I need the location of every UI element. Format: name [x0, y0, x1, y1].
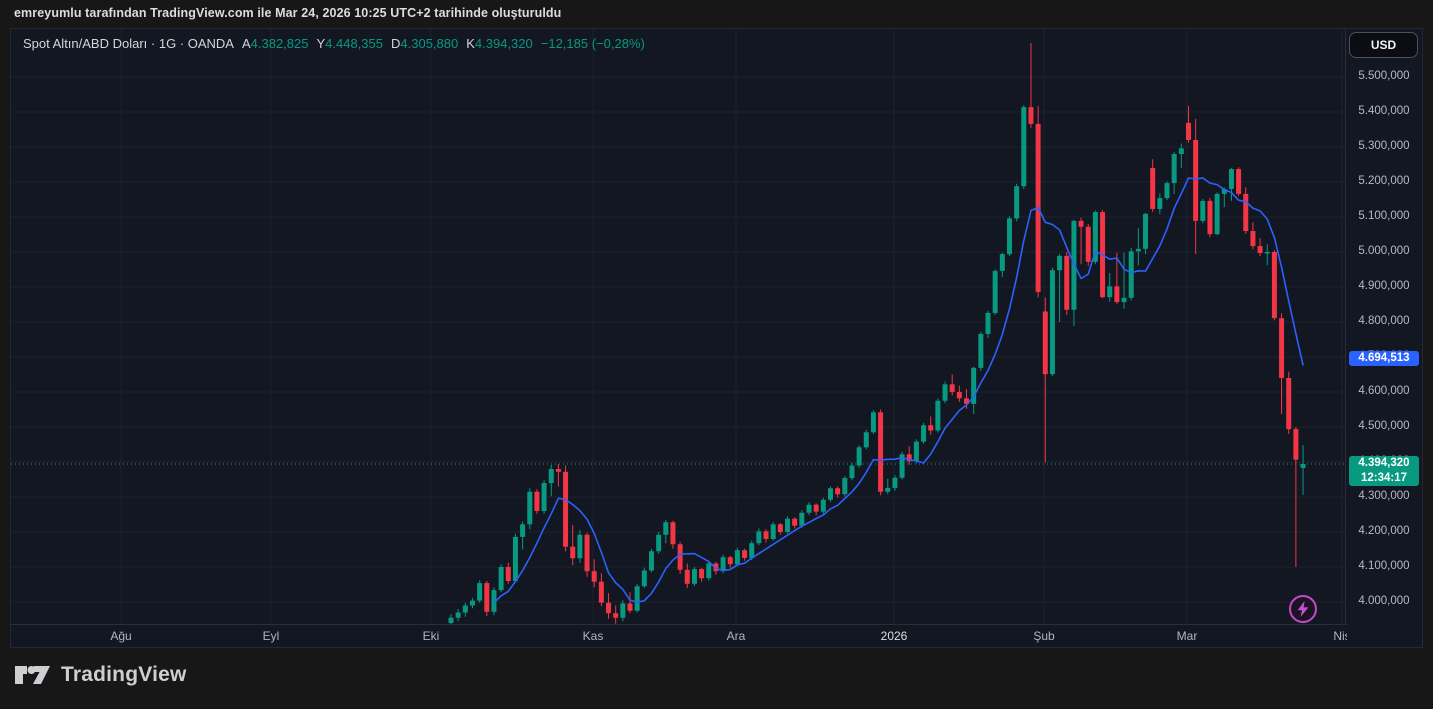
tradingview-logo-text: TradingView	[61, 663, 187, 686]
price-tick-label: 5.400,000	[1358, 105, 1410, 117]
price-tick-label: 5.000,000	[1358, 245, 1410, 257]
price-tick-label: 4.900,000	[1358, 280, 1410, 292]
price-tick-label: 4.500,000	[1358, 420, 1410, 432]
price-axis[interactable]: USD 4.694,513 4.394,320 12:34:17 5.500,0…	[1345, 29, 1422, 625]
time-tick-month: Şub	[1033, 629, 1055, 643]
ohlc-close: K4.394,320	[466, 36, 533, 51]
price-tick-label: 4.300,000	[1358, 490, 1410, 502]
price-chart[interactable]: Spot Altın/ABD Doları · 1G · OANDA A4.38…	[11, 29, 1347, 625]
price-tick-label: 4.600,000	[1358, 385, 1410, 397]
time-axis[interactable]: Ağu Eyl Eki Kas Ara 2026 Şub Mar Nis	[11, 624, 1347, 647]
price-tick-label: 5.200,000	[1358, 175, 1410, 187]
time-tick-month: Kas	[582, 629, 604, 643]
price-tick-label: 5.300,000	[1358, 140, 1410, 152]
tradingview-logo-icon	[15, 666, 50, 684]
lightning-bolt-glyph	[1297, 601, 1309, 617]
price-tick-label: 4.100,000	[1358, 560, 1410, 572]
lightning-icon[interactable]	[1289, 595, 1318, 623]
ohlc-open: A4.382,825	[241, 36, 309, 51]
symbol-legend: Spot Altın/ABD Doları · 1G · OANDA A4.38…	[23, 36, 645, 51]
attribution-bar: emreyumlu tarafından TradingView.com ile…	[0, 0, 1433, 28]
time-tick-year: 2026	[880, 629, 908, 643]
time-tick-month: Eki	[422, 629, 440, 643]
ma-price-label: 4.694,513	[1349, 350, 1419, 366]
time-tick-month: Ağu	[110, 629, 132, 643]
ohlc-low: D4.305,880	[391, 36, 459, 51]
time-tick-month: Eyl	[262, 629, 280, 643]
ohlc-high: Y4.448,355	[316, 36, 383, 51]
candlestick-chart	[11, 29, 1347, 625]
price-tick-label: 4.000,000	[1358, 595, 1410, 607]
currency-button[interactable]: USD	[1349, 32, 1418, 58]
last-price-label: 4.394,320 12:34:17	[1349, 455, 1419, 486]
symbol-title: Spot Altın/ABD Doları · 1G · OANDA	[23, 36, 234, 51]
price-tick-label: 5.500,000	[1358, 70, 1410, 82]
time-tick-month: Ara	[726, 629, 746, 643]
time-tick-month: Mar	[1176, 629, 1198, 643]
price-tick-label: 4.800,000	[1358, 315, 1410, 327]
tradingview-logo[interactable]: TradingView	[14, 662, 187, 688]
price-change: −12,185 (−0,28%)	[540, 36, 645, 51]
price-tick-label: 5.100,000	[1358, 210, 1410, 222]
price-tick-label: 4.200,000	[1358, 525, 1410, 537]
attribution-text: emreyumlu tarafından TradingView.com ile…	[14, 6, 562, 20]
chart-panel: Spot Altın/ABD Doları · 1G · OANDA A4.38…	[10, 28, 1423, 648]
time-tick-month: Nis	[1333, 629, 1347, 643]
